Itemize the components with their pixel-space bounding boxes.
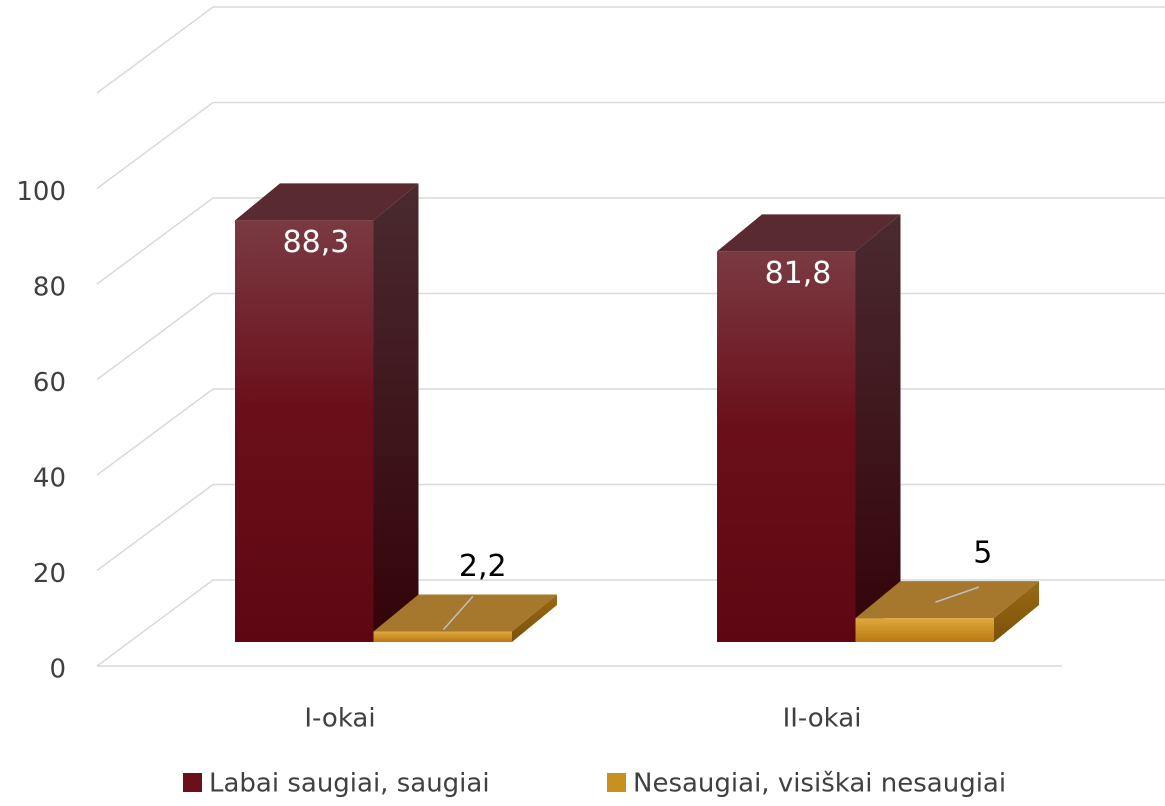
leader-line [935, 586, 979, 603]
grid-line [96, 388, 214, 476]
x-tick-label: I-okai [304, 704, 375, 734]
data-label: 81,8 [765, 256, 832, 291]
bar-side [855, 214, 901, 642]
bar [235, 220, 374, 642]
y-tick-label: 0 [49, 655, 66, 685]
bar-top [717, 214, 901, 252]
grid-line [96, 101, 214, 190]
data-label: 2,2 [459, 549, 507, 584]
leader-line [442, 595, 474, 630]
legend-label: Labai saugiai, saugiai [209, 769, 490, 799]
y-tick-label: 100 [16, 177, 66, 207]
wall-edge [96, 6, 214, 94]
x-tick-label: II-okai [783, 704, 862, 734]
bar-side [512, 594, 557, 642]
y-tick-label: 20 [33, 559, 66, 589]
grid-line [96, 292, 214, 381]
bar [855, 618, 994, 642]
bar-top [373, 594, 557, 632]
grid-line [96, 579, 214, 667]
bar-top [855, 581, 1039, 619]
bar-side [994, 581, 1039, 642]
data-label: 5 [973, 536, 992, 571]
legend-swatch [183, 773, 202, 792]
grid-line [96, 483, 214, 572]
y-tick-label: 80 [33, 273, 66, 303]
grid-line [96, 197, 214, 285]
y-tick-label: 60 [33, 368, 66, 398]
bar [373, 631, 512, 642]
bar-side [373, 183, 419, 642]
data-label: 88,3 [283, 225, 350, 260]
y-tick-label: 40 [33, 464, 66, 494]
legend-swatch [607, 773, 626, 792]
bar-top [235, 183, 419, 221]
bar [717, 251, 856, 642]
legend-label: Nesaugiai, visiškai nesaugiai [633, 769, 1006, 799]
